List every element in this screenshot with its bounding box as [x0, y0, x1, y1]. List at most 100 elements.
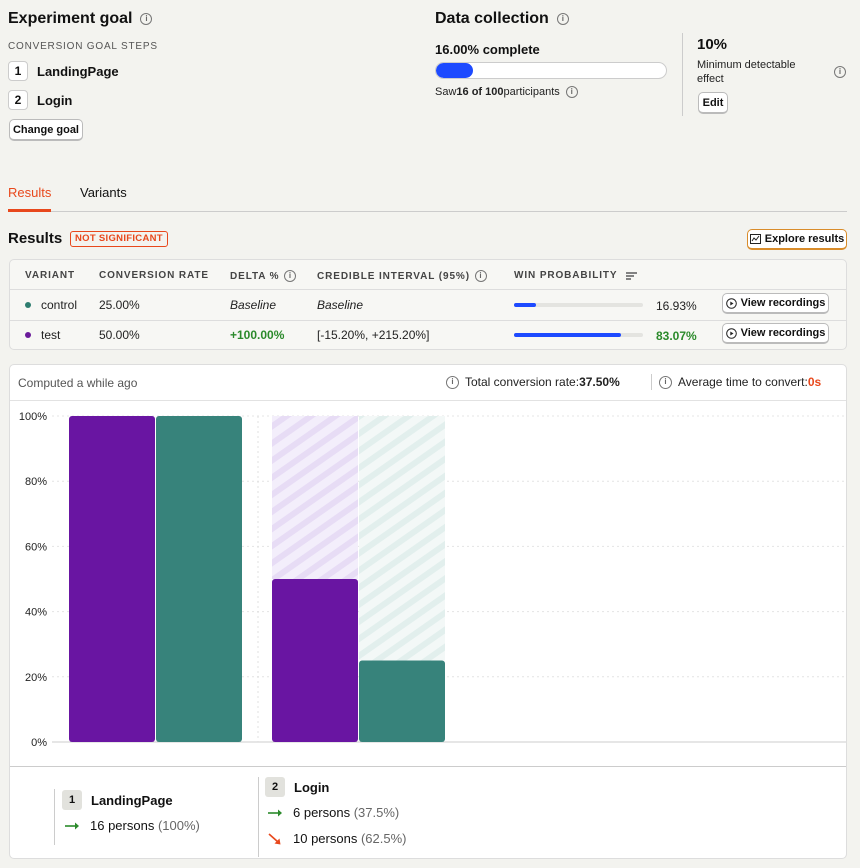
- y-tick-label: 80%: [25, 476, 47, 488]
- view-recordings-button[interactable]: View recordings: [722, 323, 829, 344]
- mde-label-line: Minimum detectable: [697, 59, 796, 71]
- tab-label: Variants: [80, 185, 127, 200]
- total-conversion-value: 37.50%: [579, 375, 620, 389]
- conversion-rate: 50.00%: [99, 328, 140, 342]
- data-collection-title: Data collection: [435, 10, 549, 27]
- persons-count: 10 persons: [293, 831, 358, 846]
- legend-persons: 10 persons (62.5%): [268, 831, 406, 846]
- bar-control-landingpage[interactable]: [156, 416, 242, 742]
- play-icon: [725, 297, 737, 309]
- divider: [651, 374, 652, 390]
- tab-variants[interactable]: Variants: [80, 184, 127, 202]
- view-recordings-label: View recordings: [740, 327, 826, 339]
- tab-label: Results: [8, 185, 52, 200]
- column-header: DELTA % i: [230, 270, 297, 282]
- experiment-goal-section: Experiment goal i: [8, 10, 153, 28]
- column-header: CREDIBLE INTERVAL (95%) i: [317, 270, 487, 282]
- column-header-label: CREDIBLE INTERVAL (95%): [317, 270, 470, 282]
- change-goal-button[interactable]: Change goal: [9, 119, 83, 141]
- win-probability-bar: [514, 333, 643, 337]
- view-recordings-label: View recordings: [740, 297, 826, 309]
- legend-persons: 6 persons (37.5%): [268, 805, 399, 820]
- mde-label-line: effect: [697, 73, 724, 85]
- info-icon[interactable]: i: [834, 66, 846, 78]
- sort-icon: [625, 271, 637, 280]
- variant-color-dot: [25, 302, 31, 308]
- info-icon[interactable]: i: [565, 86, 578, 98]
- chart-icon: [749, 234, 761, 244]
- info-icon[interactable]: i: [474, 270, 487, 282]
- conversion-rate: 25.00%: [99, 298, 140, 312]
- info-icon[interactable]: i: [556, 13, 569, 25]
- dropoff-bar-control: [359, 416, 445, 661]
- row-divider: [10, 289, 846, 290]
- info-icon[interactable]: i: [140, 13, 153, 25]
- tab-results[interactable]: Results: [8, 184, 51, 202]
- legend-step-name: Login: [294, 779, 330, 795]
- experiment-goal-title: Experiment goal: [8, 10, 133, 27]
- bar-test-landingpage[interactable]: [69, 416, 155, 742]
- dropoff-bar-test: [272, 416, 358, 579]
- average-time-value: 0s: [807, 375, 822, 389]
- info-icon[interactable]: i: [284, 270, 297, 282]
- tab-divider: [8, 211, 847, 212]
- bar-test-login[interactable]: [272, 579, 358, 742]
- divider: [258, 777, 259, 857]
- arrow-right-icon: [268, 809, 282, 816]
- persons-percent: (62.5%): [357, 831, 407, 846]
- legend-step: 2 Login: [265, 777, 329, 797]
- explore-results-label: Explore results: [764, 233, 845, 245]
- explore-results-button[interactable]: Explore results: [747, 229, 847, 250]
- data-collection-header: Data collection i: [435, 10, 569, 28]
- collection-progress-bar: [435, 62, 667, 79]
- arrow-right-icon: [65, 822, 79, 829]
- mde-label: Minimum detectable effect: [697, 58, 795, 86]
- step-name: LandingPage: [37, 63, 119, 79]
- persons-percent: (100%): [154, 818, 200, 833]
- legend-step-number: 2: [265, 777, 285, 797]
- variant-name: test: [41, 328, 61, 342]
- y-tick-label: 40%: [25, 607, 47, 619]
- y-tick-label: 100%: [19, 411, 47, 423]
- column-header: VARIANT: [25, 270, 76, 281]
- edit-button[interactable]: Edit: [698, 92, 728, 114]
- legend-step-number: 1: [62, 790, 82, 810]
- average-time-to-convert: i Average time to convert: 0s: [659, 375, 821, 389]
- legend-step: 1 LandingPage: [62, 790, 173, 810]
- step-number: 1: [8, 61, 28, 81]
- info-icon[interactable]: i: [446, 375, 459, 389]
- participants-text: Saw 16 of 100 participants i: [435, 86, 578, 98]
- persons-percent: (37.5%): [350, 805, 400, 820]
- divider: [682, 33, 683, 116]
- row-divider: [10, 320, 846, 321]
- conversion-goal-steps-label: CONVERSION GOAL STEPS: [8, 41, 158, 52]
- legend-step-name: LandingPage: [91, 792, 173, 808]
- average-time-label: Average time to convert:: [678, 375, 808, 389]
- completion-text: 16.00% complete: [435, 42, 540, 57]
- delta-value: Baseline: [230, 298, 277, 312]
- bar-control-login[interactable]: [359, 660, 445, 743]
- column-header: CONVERSION RATE: [99, 270, 209, 281]
- legend-persons: 16 persons (100%): [65, 818, 200, 833]
- funnel-chart-panel: Computed a while ago i Total conversion …: [9, 364, 847, 859]
- saw-count: 16 of 100: [456, 86, 504, 98]
- persons-count: 16 persons: [90, 818, 155, 833]
- y-tick-label: 20%: [25, 672, 47, 684]
- goal-step: 2 Login: [8, 90, 72, 110]
- persons-count: 6 persons: [293, 805, 351, 820]
- column-header[interactable]: WIN PROBABILITY: [514, 270, 637, 281]
- divider: [10, 766, 846, 767]
- view-recordings-button[interactable]: View recordings: [722, 293, 829, 314]
- column-header-label: WIN PROBABILITY: [514, 270, 618, 281]
- play-icon: [725, 327, 737, 339]
- win-probability: 83.07%: [656, 329, 697, 343]
- results-table: VARIANT CONVERSION RATE DELTA % i CREDIB…: [9, 259, 847, 350]
- credible-interval: [-15.20%, +215.20%]: [317, 328, 430, 342]
- saw-prefix: Saw: [435, 86, 457, 98]
- arrow-down-right-icon: [268, 832, 281, 844]
- total-conversion-rate: i Total conversion rate: 37.50%: [446, 375, 620, 389]
- divider: [10, 400, 846, 401]
- delta-value: +100.00%: [230, 328, 285, 342]
- win-probability-fill: [514, 333, 622, 337]
- info-icon[interactable]: i: [659, 375, 672, 389]
